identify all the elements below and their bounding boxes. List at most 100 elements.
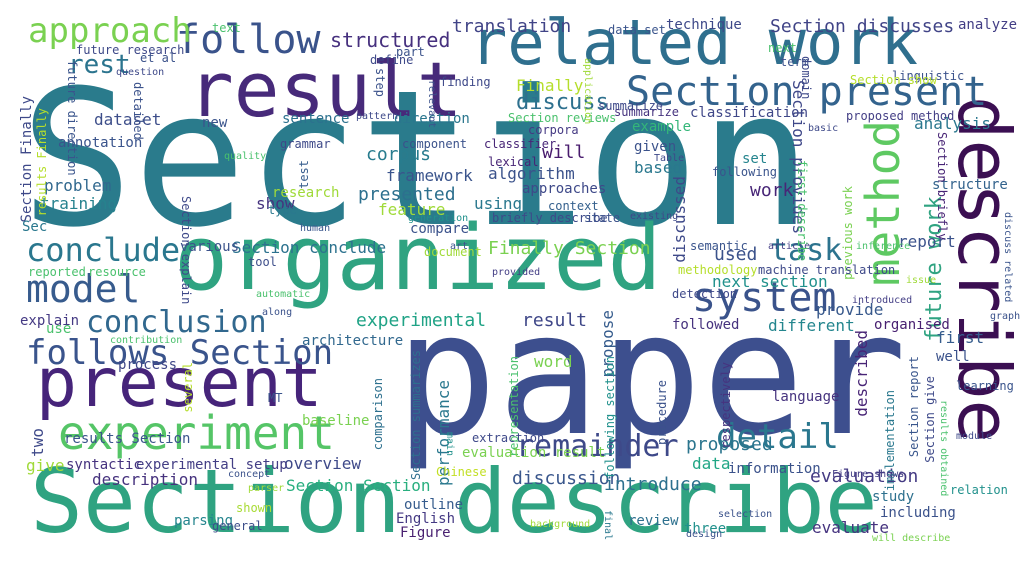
word-159: module <box>956 431 993 442</box>
word-126: set <box>742 151 768 167</box>
word-28: dataset <box>94 110 162 129</box>
word-142: tool <box>248 255 277 269</box>
word-11: method <box>856 120 910 287</box>
word-146: type <box>268 203 297 217</box>
word-25: translation <box>452 16 572 37</box>
word-134: inference <box>856 241 911 252</box>
word-110: Section summarizes <box>409 350 423 481</box>
word-0: Section <box>20 50 813 269</box>
word-33: framework <box>386 166 473 185</box>
word-162: results obtained <box>938 400 949 497</box>
word-62: different <box>768 316 855 335</box>
word-199: Sec <box>22 219 48 235</box>
word-156: Section briefly <box>935 132 949 241</box>
word-72: context <box>548 199 599 213</box>
word-140: resource <box>88 265 146 279</box>
word-147: contribution <box>110 335 183 346</box>
word-130: semantic <box>690 239 748 253</box>
word-38: show <box>256 194 295 213</box>
word-16: conclude <box>26 231 181 269</box>
word-183: relevant <box>426 80 437 129</box>
word-46: report <box>898 232 956 251</box>
word-153: state <box>584 211 621 225</box>
word-118: sentence <box>282 111 350 127</box>
word-128: compare <box>410 221 470 237</box>
word-8: Section present <box>626 69 988 115</box>
word-187: part <box>396 45 425 59</box>
word-95: information <box>728 461 821 477</box>
word-170: main <box>444 432 455 457</box>
word-18: follows Section <box>26 333 334 373</box>
word-133: detection <box>672 287 738 301</box>
word-19: task <box>770 233 843 268</box>
word-44: result <box>522 310 588 331</box>
word-101: English <box>396 511 456 527</box>
word-70: will <box>542 142 586 163</box>
word-4: result <box>188 45 463 134</box>
word-3: related work <box>470 6 918 79</box>
word-65: language <box>772 389 840 405</box>
word-148: several <box>181 362 195 413</box>
word-171: procedure <box>655 380 669 446</box>
word-182: application <box>582 58 593 125</box>
word-76: annotation <box>58 135 143 151</box>
word-66: described <box>852 330 871 417</box>
word-34: algorithm <box>488 164 575 183</box>
word-191: et al <box>140 51 177 65</box>
word-113: Chinese <box>436 465 487 479</box>
word-53: data <box>692 454 731 473</box>
word-57: evaluation <box>810 466 919 487</box>
word-174: linguistic <box>892 69 965 83</box>
word-168: concept <box>228 469 271 480</box>
word-48: structure <box>932 177 1008 193</box>
word-124: lexical <box>488 155 539 169</box>
word-13: approach <box>28 11 192 51</box>
word-74: summarize <box>614 105 680 119</box>
word-1: paper <box>395 276 907 474</box>
word-30: problem <box>44 176 112 195</box>
word-138: provided <box>492 267 541 278</box>
word-151: generation <box>408 213 469 224</box>
word-99: three <box>684 521 727 537</box>
word-194: detailed <box>131 82 145 140</box>
word-115: grammar <box>280 137 331 151</box>
word-35: presented <box>358 184 456 205</box>
word-155: article <box>768 241 811 252</box>
word-181: domain <box>799 56 813 100</box>
word-96: study <box>872 489 915 505</box>
word-150: art <box>450 241 469 252</box>
word-86: following section <box>603 356 617 479</box>
word-132: machine translation <box>758 263 896 277</box>
word-154: existing <box>630 211 679 222</box>
word-179: next <box>768 41 797 55</box>
word-136: graph <box>990 311 1021 322</box>
word-178: data set <box>608 23 666 37</box>
word-17: conclusion <box>86 305 267 340</box>
word-75: classification <box>690 105 809 121</box>
word-10: follow <box>176 17 321 63</box>
word-47: analysis <box>914 114 992 133</box>
word-27: Section Finally <box>19 96 35 223</box>
word-83: baseline <box>302 413 370 429</box>
word-145: human <box>300 223 331 234</box>
word-80: explain <box>20 313 80 329</box>
word-55: discussion <box>512 468 621 489</box>
word-120: finding <box>440 75 491 89</box>
word-137: issue <box>906 275 937 286</box>
word-54: overview <box>284 454 362 473</box>
word-106: shown <box>236 501 273 515</box>
word-196: results Finally <box>35 108 49 217</box>
word-26: Section discusses <box>770 16 955 37</box>
word-119: direction <box>394 111 470 127</box>
word-158: discuss related <box>1002 212 1013 303</box>
word-129: document <box>424 245 482 259</box>
word-59: description <box>92 470 198 489</box>
word-58: Section Section <box>286 476 431 495</box>
word-104: parsing <box>174 513 234 529</box>
word-93: well <box>936 349 970 365</box>
word-161: relation <box>950 483 1008 497</box>
word-2: Section describe <box>30 450 878 553</box>
word-15: model <box>26 267 141 311</box>
word-131: methodology <box>678 263 758 277</box>
